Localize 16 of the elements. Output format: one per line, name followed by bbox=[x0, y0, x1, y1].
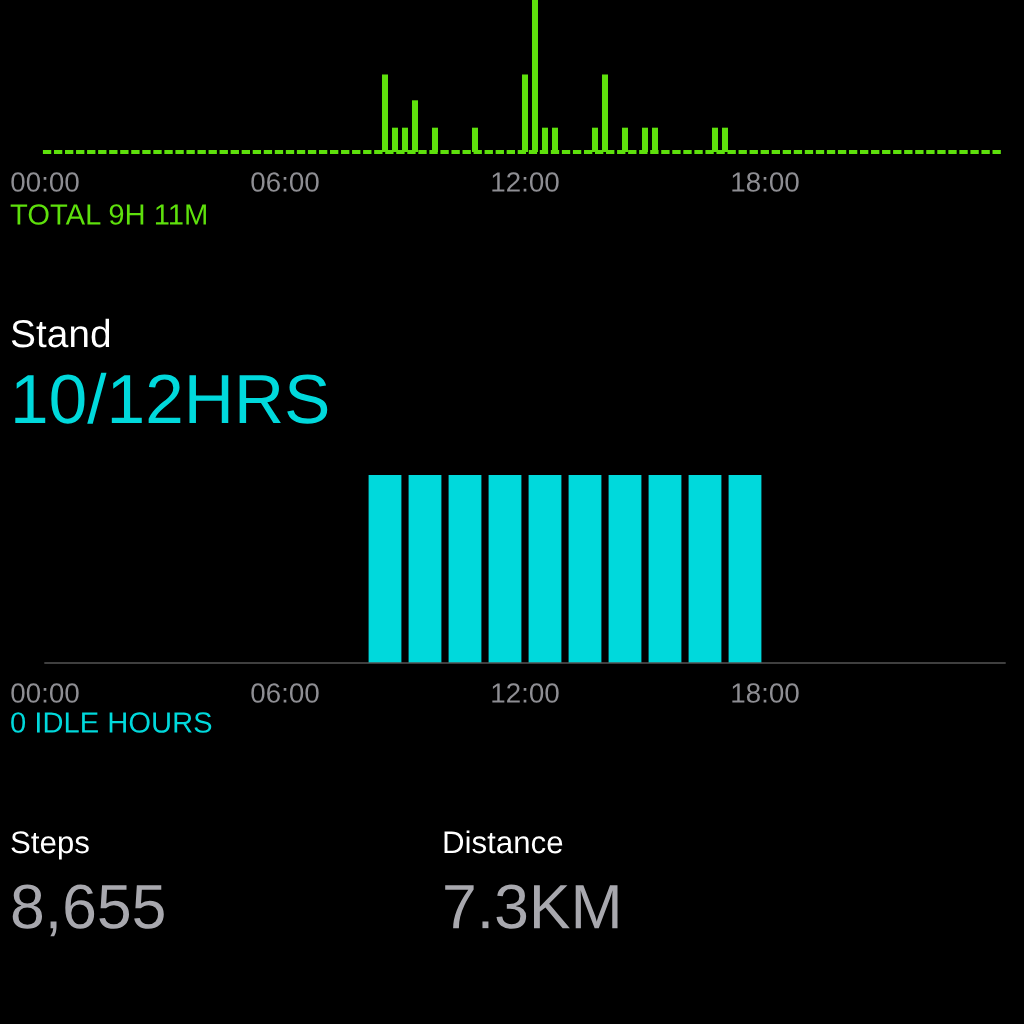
x-tick-label: 12:00 bbox=[492, 683, 559, 703]
text: 7.3KM bbox=[445, 884, 618, 929]
x-tick-label: 18:00 bbox=[732, 683, 799, 703]
x-tick-label: 00:00 bbox=[11, 172, 79, 192]
text: TOTAL 9H 11M bbox=[10, 204, 206, 225]
chart-title: Stand bbox=[11, 318, 110, 348]
text: Distance bbox=[444, 830, 563, 854]
x-tick-label: 12:00 bbox=[492, 172, 559, 192]
x-tick-label: 06:00 bbox=[251, 683, 319, 703]
text: 8,655 bbox=[12, 884, 164, 937]
x-tick-label: 00:00 bbox=[11, 683, 79, 703]
text: Steps bbox=[11, 831, 89, 860]
x-tick-label: 06:00 bbox=[251, 172, 319, 192]
chart-subtitle: 10/12HRS bbox=[15, 372, 328, 424]
x-tick-label: 18:00 bbox=[732, 172, 799, 192]
text: 0 IDLE HOURS bbox=[11, 712, 212, 733]
